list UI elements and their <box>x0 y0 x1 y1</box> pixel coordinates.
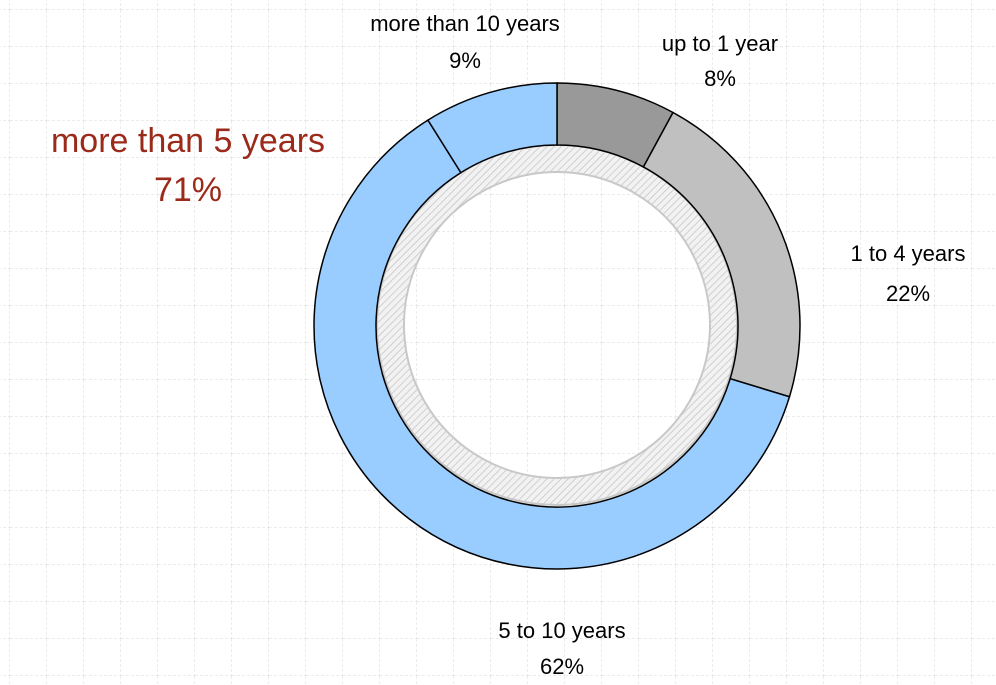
slices <box>313 82 801 570</box>
slice-value: 62% <box>540 654 584 679</box>
donut-slice <box>313 119 791 570</box>
slice-value: 9% <box>449 48 481 73</box>
slice-value: 22% <box>886 281 930 306</box>
slice-label: 5 to 10 years <box>498 618 625 643</box>
annotation-text: more than 5 years <box>51 122 325 160</box>
slice-value: 8% <box>704 66 736 91</box>
slice-label: more than 10 years <box>370 11 560 36</box>
labels: up to 1 year 8% 1 to 4 years 22% 5 to 10 yea… <box>370 11 965 679</box>
slice-label: 1 to 4 years <box>851 241 966 266</box>
slice-label: up to 1 year <box>662 31 778 56</box>
donut-slice <box>426 82 558 174</box>
annotation-value: 71% <box>154 171 222 209</box>
